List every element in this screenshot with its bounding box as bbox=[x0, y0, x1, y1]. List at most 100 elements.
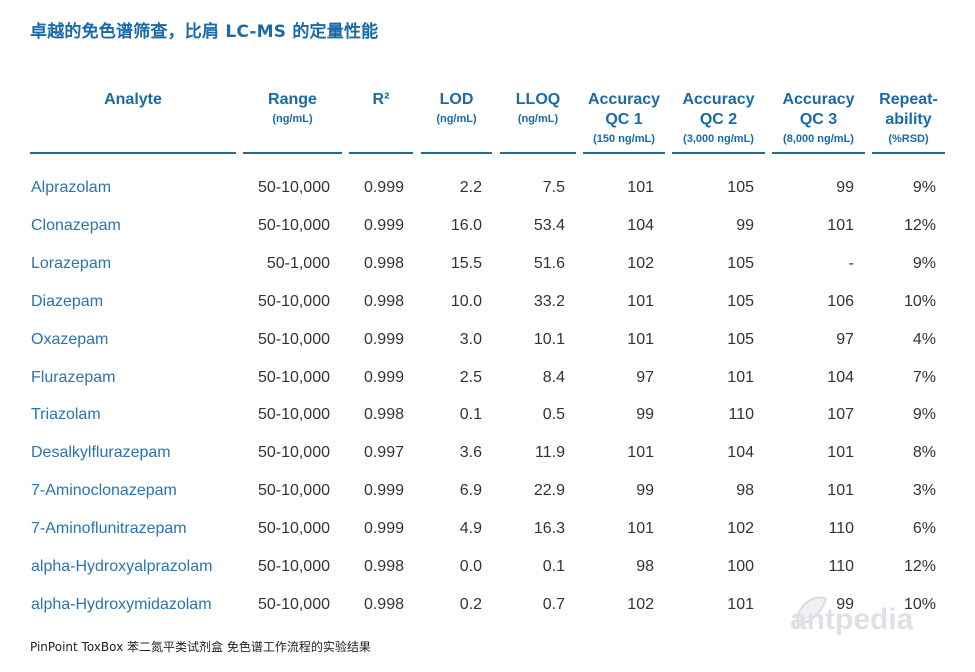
header-r2: R² bbox=[349, 90, 413, 154]
header-label: QC 1 bbox=[605, 111, 643, 128]
table-cell: 0.998 bbox=[363, 406, 404, 424]
table-cell: 97 bbox=[636, 368, 654, 386]
table-cell: 11.9 bbox=[535, 444, 565, 462]
header-label: LLOQ bbox=[515, 91, 561, 108]
analyte-name: Clonazepam bbox=[31, 216, 121, 234]
table-cell: 0.999 bbox=[363, 330, 404, 348]
table-cell: 50-10,000 bbox=[257, 406, 330, 424]
header-label: Accuracy bbox=[587, 91, 661, 108]
analyte-name: Lorazepam bbox=[31, 254, 112, 272]
table-cell: 110 bbox=[828, 558, 854, 575]
table-cell: 0.998 bbox=[363, 254, 404, 272]
table-cell: 100 bbox=[727, 558, 754, 575]
table-cell: 101 bbox=[627, 520, 654, 538]
table-cell: 0.1 bbox=[542, 558, 565, 575]
table-cell: 0.1 bbox=[459, 406, 482, 424]
analyte-name: Desalkylflurazepam bbox=[31, 444, 171, 462]
table-cell: 101 bbox=[627, 330, 654, 348]
table-cell: 10% bbox=[903, 292, 936, 310]
table-cell: 99 bbox=[736, 216, 754, 234]
table-cell: 50-10,000 bbox=[257, 179, 330, 196]
table-cell: 0.999 bbox=[363, 179, 404, 196]
table-cell: 107 bbox=[827, 406, 854, 424]
table-cell: 0.998 bbox=[363, 558, 404, 575]
header-unit: (ng/mL) bbox=[517, 113, 559, 125]
analyte-name: alpha-Hydroxyalprazolam bbox=[31, 558, 213, 575]
header-unit: (3,000 ng/mL) bbox=[683, 133, 754, 145]
table-cell: 102 bbox=[727, 520, 754, 538]
table-cell: 50-10,000 bbox=[257, 595, 330, 613]
table-cell: 50-10,000 bbox=[257, 292, 330, 310]
table-cell: 105 bbox=[727, 292, 754, 310]
table-cell: 0.998 bbox=[363, 595, 404, 613]
table-cell: 101 bbox=[627, 444, 654, 462]
table-cell: 0.999 bbox=[363, 216, 404, 234]
header-unit: (ng/mL) bbox=[272, 113, 313, 125]
header-label: QC 2 bbox=[699, 111, 738, 128]
table-cell: 9% bbox=[912, 179, 936, 196]
analyte-name: Alprazolam bbox=[31, 179, 112, 196]
table-cell: 99 bbox=[836, 595, 854, 613]
table-cell: 101 bbox=[827, 444, 854, 462]
table-cell: 33.2 bbox=[533, 292, 565, 310]
table-cell: 7% bbox=[912, 368, 936, 386]
analyte-name: Flurazepam bbox=[31, 368, 116, 386]
table-cell: 50-10,000 bbox=[257, 520, 330, 538]
analyte-name: alpha-Hydroxymidazolam bbox=[31, 595, 212, 613]
header-unit: (150 ng/mL) bbox=[593, 133, 655, 145]
table-cell: 9% bbox=[912, 254, 936, 272]
table-cell: 102 bbox=[627, 254, 654, 272]
header-unit: (ng/mL) bbox=[436, 113, 477, 125]
table-cell: 15.5 bbox=[450, 254, 482, 272]
table-cell: 98 bbox=[636, 558, 654, 575]
table-cell: 50-10,000 bbox=[257, 444, 330, 462]
table-cell: 10.1 bbox=[533, 330, 565, 348]
table-cell: 102 bbox=[627, 595, 654, 613]
table-cell: 0.999 bbox=[363, 482, 404, 500]
table-cell: 16.0 bbox=[450, 216, 482, 234]
table-cell: 98 bbox=[736, 482, 754, 500]
table-cell: 101 bbox=[627, 292, 654, 310]
table-cell: 99 bbox=[636, 482, 654, 500]
table-cell: 12% bbox=[903, 216, 936, 234]
analyte-name: Triazolam bbox=[31, 406, 101, 424]
header-repeatability: Repeat- ability (%RSD) bbox=[872, 90, 945, 154]
table-cell: 104 bbox=[627, 216, 654, 234]
caption: PinPoint ToxBox 苯二氮平类试剂盒 免色谱工作流程的实验结果 bbox=[30, 640, 371, 654]
header-label: Repeat- bbox=[879, 91, 938, 108]
table-cell: 51.6 bbox=[533, 254, 565, 272]
header-label: Accuracy bbox=[782, 91, 855, 108]
table-cell: 110 bbox=[828, 520, 854, 538]
table-cell: 110 bbox=[728, 406, 754, 424]
table-cell: 97 bbox=[836, 330, 854, 348]
header-lloq: LLOQ (ng/mL) bbox=[500, 90, 576, 154]
header-accuracy-qc1: Accuracy QC 1 (150 ng/mL) bbox=[583, 90, 665, 154]
table-cell: 50-10,000 bbox=[257, 368, 330, 386]
table-cell: 105 bbox=[727, 330, 754, 348]
header-label: QC 3 bbox=[799, 111, 838, 128]
table-cell: 105 bbox=[727, 179, 754, 196]
table-cell: 105 bbox=[727, 254, 754, 272]
table-cell: 6% bbox=[912, 520, 936, 538]
header-label: Analyte bbox=[104, 91, 162, 108]
table-cell: 50-10,000 bbox=[257, 330, 330, 348]
table-cell: 99 bbox=[636, 406, 654, 424]
table-cell: 8% bbox=[912, 444, 936, 462]
table-cell: 0.999 bbox=[363, 368, 404, 386]
table-cell: 0.2 bbox=[459, 595, 482, 613]
analyte-name: Diazepam bbox=[31, 292, 104, 310]
table-cell: 101 bbox=[727, 595, 754, 613]
table-cell: 0.7 bbox=[542, 595, 565, 613]
header-label: ability bbox=[885, 111, 932, 128]
table-cell: 16.3 bbox=[533, 520, 565, 538]
table-cell: 99 bbox=[836, 179, 854, 196]
table-cell: 22.9 bbox=[533, 482, 565, 500]
table-cell: 7.5 bbox=[542, 179, 565, 196]
header-range: Range (ng/mL) bbox=[243, 90, 342, 154]
watermark-logo: antpedia bbox=[790, 596, 914, 636]
table-cell: 10.0 bbox=[450, 292, 482, 310]
table-cell: 50-10,000 bbox=[257, 216, 330, 234]
table-cell: 101 bbox=[827, 216, 854, 234]
analyte-name: Oxazepam bbox=[31, 330, 109, 348]
table-cell: 104 bbox=[727, 444, 754, 462]
